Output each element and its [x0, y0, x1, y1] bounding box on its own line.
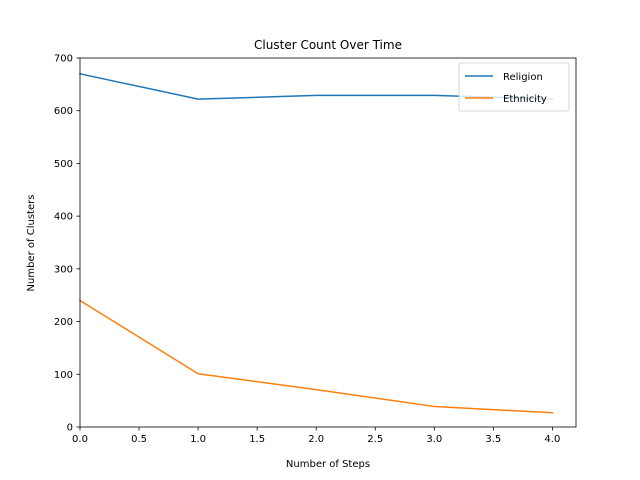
y-tick-label: 600: [54, 106, 73, 117]
y-tick-label: 400: [54, 212, 73, 223]
x-tick-label: 2.5: [367, 434, 383, 445]
x-tick-label: 3.5: [485, 434, 501, 445]
x-tick-label: 3.0: [426, 434, 442, 445]
y-tick-label: 200: [54, 317, 73, 328]
legend-label-religion: Religion: [503, 72, 543, 83]
x-tick-label: 4.0: [544, 434, 560, 445]
chart-title: Cluster Count Over Time: [254, 38, 402, 52]
x-tick-label: 1.0: [190, 434, 206, 445]
y-tick-label: 0: [67, 423, 73, 434]
series-line-ethnicity: [78, 299, 554, 414]
y-axis-label: Number of Clusters: [26, 195, 37, 292]
plot-area: 0.0 0.5 1.0 1.5 2.0 2.5 3.0 3.5 4.0 0 100 200 300 400…: [54, 54, 577, 445]
axes-frame: [79, 57, 577, 428]
legend-box: [458, 62, 570, 112]
x-tick-label: 1.5: [249, 434, 265, 445]
y-tick-label: 500: [54, 159, 73, 170]
x-tick-label: 0.5: [131, 434, 147, 445]
y-tick-label: 100: [54, 370, 73, 381]
y-tick-label: 300: [54, 264, 73, 275]
x-tick-label: 2.0: [308, 434, 324, 445]
legend-label-ethnicity: Ethnicity: [503, 94, 547, 105]
legend: Religion Ethnicity: [458, 62, 570, 112]
x-axis-label: Number of Steps: [286, 459, 370, 470]
x-tick-label: 0.0: [72, 434, 88, 445]
y-tick-label: 700: [54, 54, 73, 65]
